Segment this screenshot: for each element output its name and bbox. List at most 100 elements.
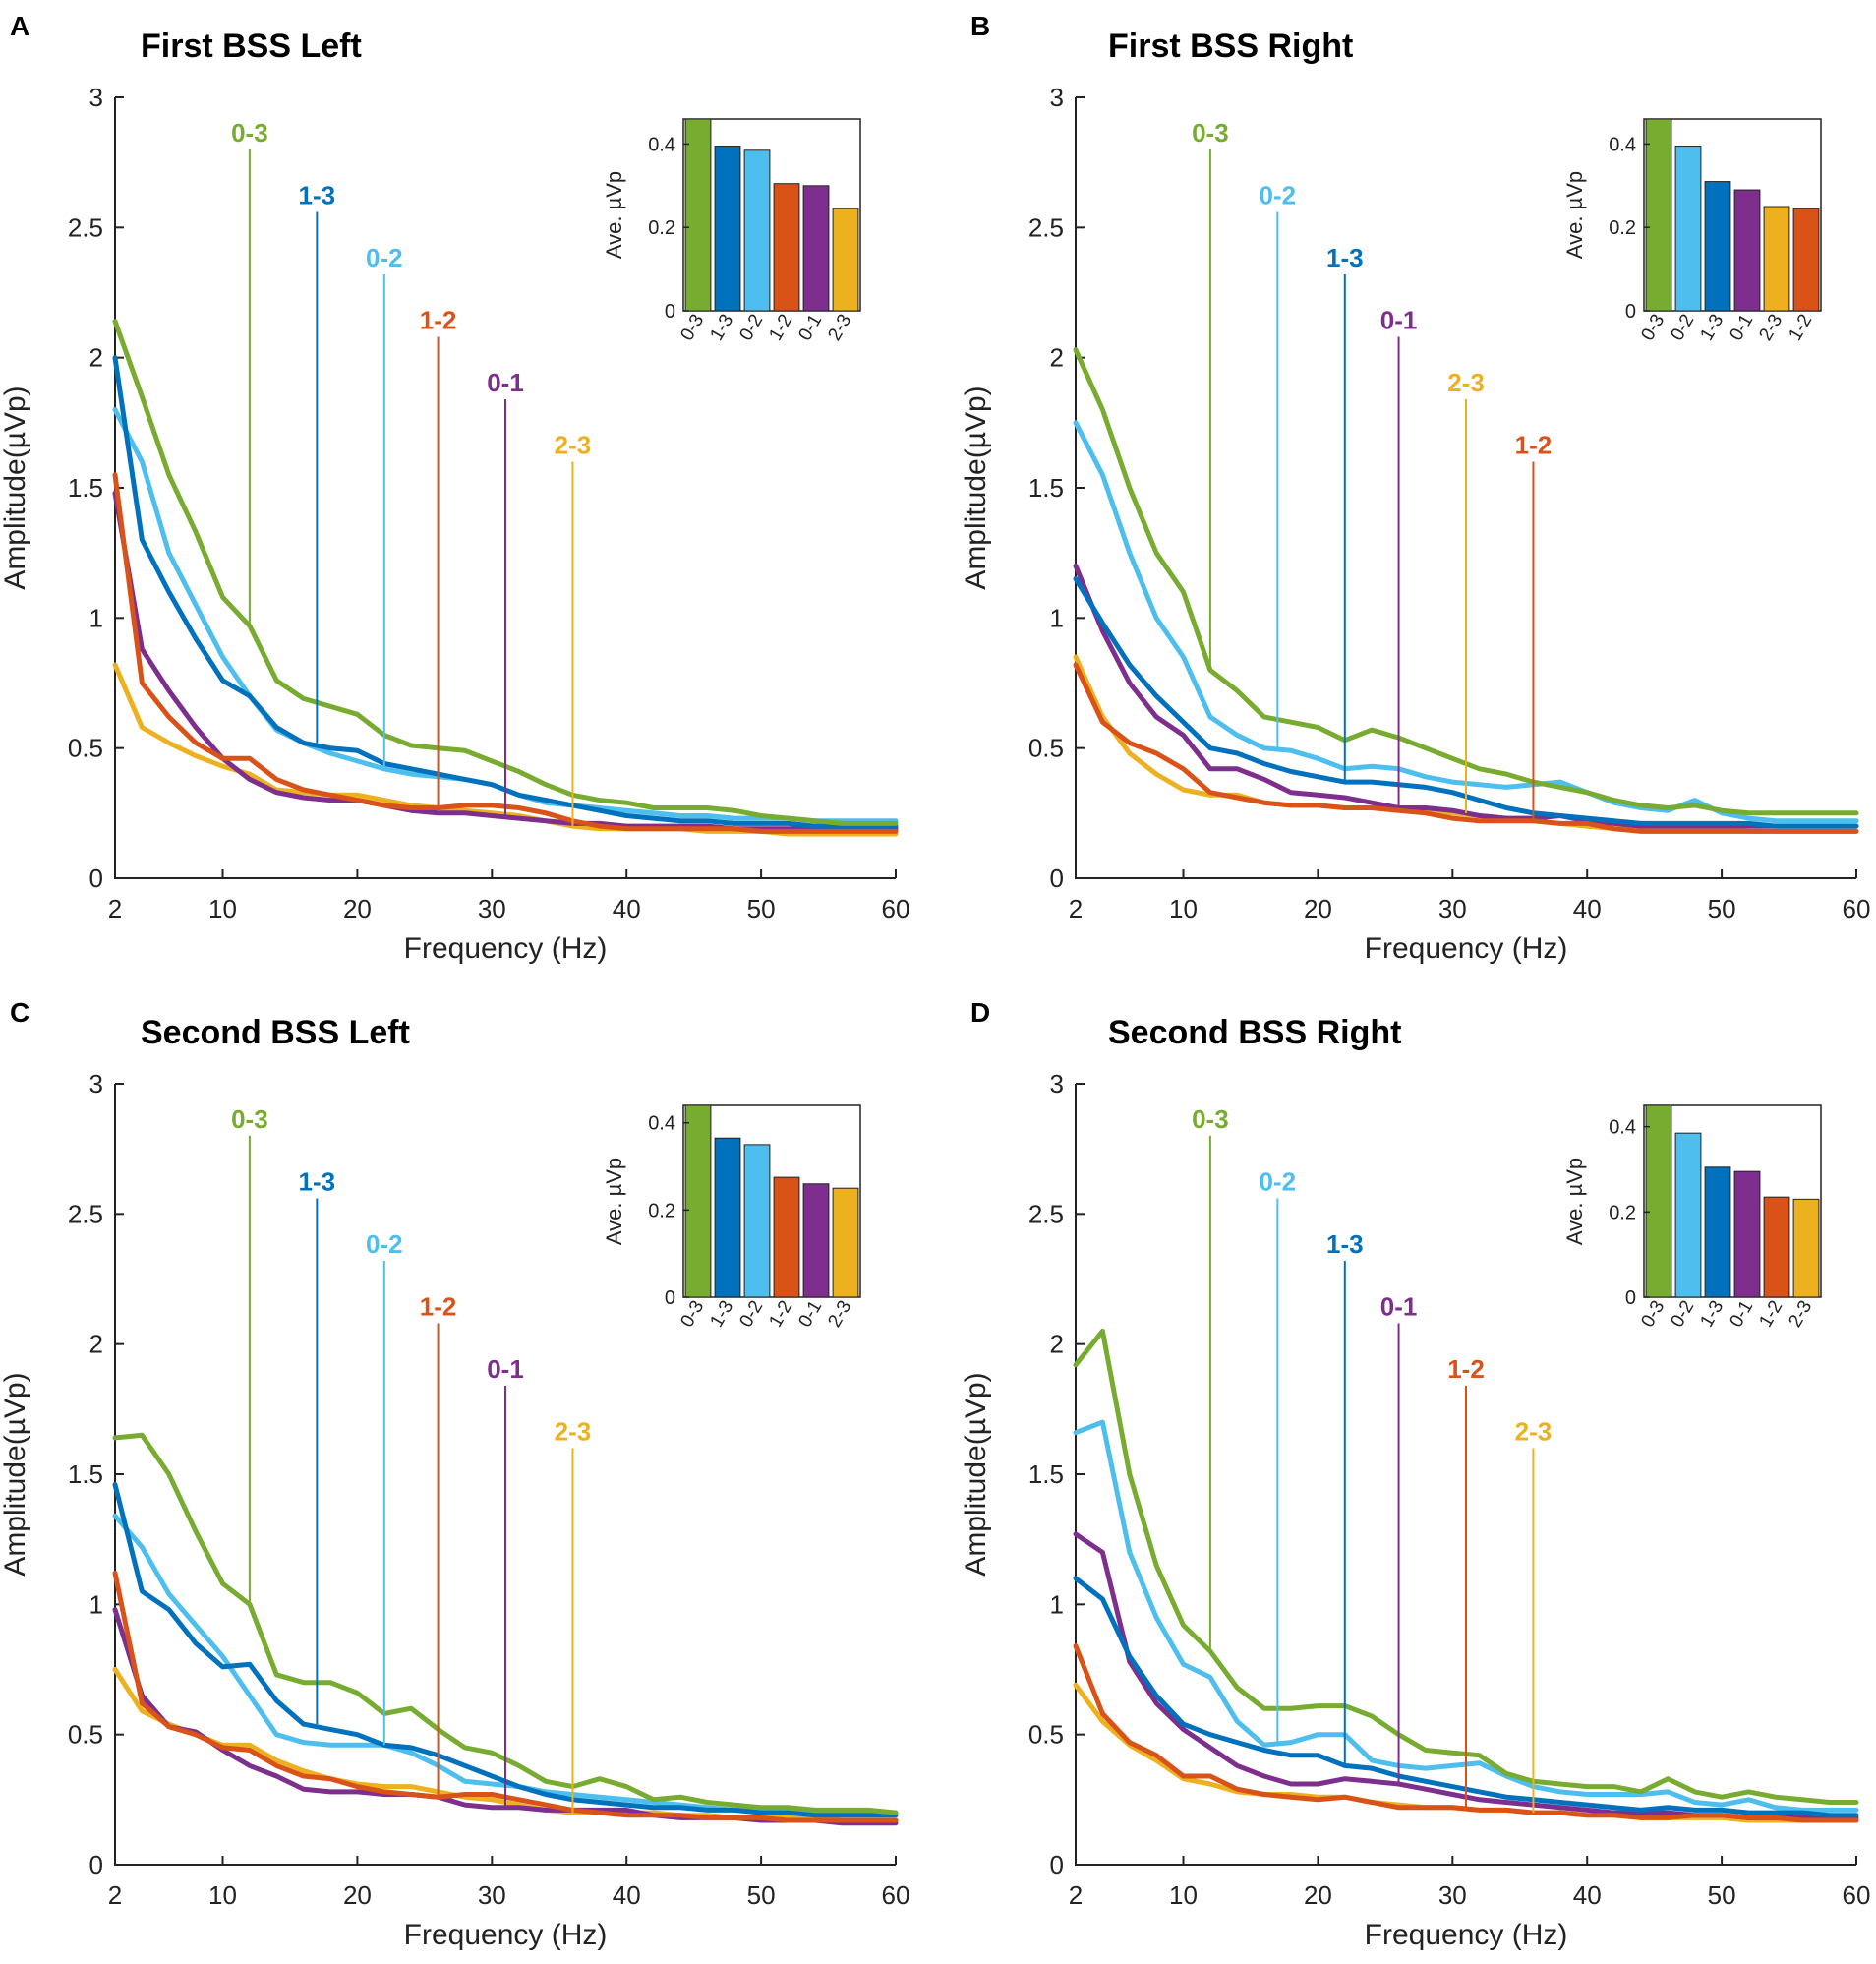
y-tick-label: 0 xyxy=(89,863,103,893)
inset-y-tick-label: 0 xyxy=(1625,301,1636,323)
x-tick-label: 2 xyxy=(108,894,122,923)
inset-y-tick-label: 0.2 xyxy=(1609,1202,1636,1223)
inset-y-tick-label: 0.2 xyxy=(648,1200,675,1221)
inset-bar-2-3 xyxy=(1792,1198,1820,1298)
inset-category-label: 2-3 xyxy=(1785,1297,1816,1331)
x-tick-label: 20 xyxy=(1304,894,1332,923)
inset-category-label: 1-3 xyxy=(1696,311,1728,344)
series-line-1-2 xyxy=(1073,662,1859,834)
y-tick-label: 1 xyxy=(89,603,103,632)
marker-label-0-1: 0-1 xyxy=(487,368,524,397)
inset-category-label: 0-2 xyxy=(1667,1297,1698,1331)
inset-y-tick-label: 0 xyxy=(1625,1287,1636,1309)
inset-bar-0-1 xyxy=(1733,1170,1761,1298)
inset-bar-0-2 xyxy=(1674,146,1702,312)
x-tick-label: 30 xyxy=(478,1880,506,1910)
inset-category-label: 0-1 xyxy=(1726,311,1757,344)
y-tick-label: 1 xyxy=(1050,1589,1064,1619)
marker-label-1-2: 1-2 xyxy=(420,305,457,334)
panel-b: B First BSS Right 0 0.5 1 1.5 2 2.5 3 2 10 20 30 40 50… xyxy=(960,11,1870,965)
inset-category-label: 1-3 xyxy=(706,1297,737,1331)
marker-label-1-2: 1-2 xyxy=(420,1291,457,1321)
inset-category-label: 1-2 xyxy=(765,1297,796,1331)
inset-category-label: 0-3 xyxy=(676,1297,708,1331)
x-axis-title: Frequency (Hz) xyxy=(404,932,608,965)
marker-label-0-1: 0-1 xyxy=(1380,1291,1418,1321)
marker-label-1-2: 1-2 xyxy=(1515,431,1553,460)
y-tick-label: 0.5 xyxy=(1028,1720,1064,1750)
y-tick-label: 0 xyxy=(1050,863,1064,893)
inset-bar-0-3 xyxy=(684,118,712,312)
inset-bar-0-3 xyxy=(1645,118,1672,312)
inset-bar-chart: 0-31-30-21-20-12-3 0 0.2 0.4 Ave. µVp xyxy=(602,1104,861,1331)
x-tick-label: 50 xyxy=(1708,1880,1736,1910)
inset-bar-0-3 xyxy=(1645,1104,1672,1298)
x-tick-label: 50 xyxy=(747,894,776,923)
marker-label-2-3: 2-3 xyxy=(555,431,592,460)
inset-category-label: 0-1 xyxy=(794,311,826,344)
panel-title: Second BSS Left xyxy=(141,1014,410,1051)
y-tick-label: 2.5 xyxy=(68,212,103,242)
inset-bar-1-2 xyxy=(773,1176,800,1298)
marker-label-2-3: 2-3 xyxy=(1515,1417,1553,1447)
marker-label-1-3: 1-3 xyxy=(1326,1229,1364,1259)
panel-c: C Second BSS Left 0 0.5 1 1.5 2 2.5 3 2 10 20 30 40 50… xyxy=(0,997,909,1951)
inset-bar-0-3 xyxy=(684,1104,712,1298)
x-tick-label: 2 xyxy=(1069,894,1083,923)
inset-y-tick-label: 0 xyxy=(665,1287,675,1309)
y-tick-label: 3 xyxy=(89,1069,103,1099)
x-tick-label: 20 xyxy=(343,894,372,923)
x-tick-label: 60 xyxy=(1843,894,1871,923)
y-tick-label: 1.5 xyxy=(1028,473,1064,503)
y-tick-label: 1.5 xyxy=(68,1459,103,1489)
inset-category-label: 1-2 xyxy=(1755,1297,1787,1331)
inset-bar-chart: 0-31-30-21-20-12-3 0 0.2 0.4 Ave. µVp xyxy=(602,118,861,344)
y-tick-label: 0.5 xyxy=(68,734,103,763)
x-tick-label: 2 xyxy=(108,1880,122,1910)
marker-label-0-1: 0-1 xyxy=(1380,305,1418,334)
inset-bar-1-3 xyxy=(1704,1166,1731,1298)
inset-category-label: 1-2 xyxy=(1785,311,1816,344)
inset-category-label: 1-2 xyxy=(765,311,796,344)
inset-y-tick-label: 0.4 xyxy=(1609,134,1636,155)
inset-y-tick-label: 0.4 xyxy=(648,1113,675,1135)
y-tick-label: 0.5 xyxy=(1028,734,1064,763)
marker-label-1-2: 1-2 xyxy=(1447,1354,1485,1384)
inset-y-tick-label: 0 xyxy=(665,301,675,323)
y-tick-label: 2.5 xyxy=(1028,1199,1064,1228)
inset-bar-0-1 xyxy=(802,1183,830,1298)
x-tick-label: 30 xyxy=(1438,894,1467,923)
y-tick-label: 0 xyxy=(89,1850,103,1879)
x-tick-label: 20 xyxy=(1304,1880,1332,1910)
x-axis-title: Frequency (Hz) xyxy=(404,1919,608,1951)
x-tick-label: 2 xyxy=(1069,1880,1083,1910)
panel-title: Second BSS Right xyxy=(1108,1014,1401,1051)
inset-bar-2-3 xyxy=(832,208,859,312)
series-line-0-1 xyxy=(1073,563,1859,829)
marker-label-0-2: 0-2 xyxy=(1260,180,1297,209)
inset-category-label: 2-3 xyxy=(824,1297,855,1331)
marker-label-0-3: 0-3 xyxy=(1192,1104,1229,1134)
panel-title: First BSS Left xyxy=(141,28,362,65)
x-tick-label: 10 xyxy=(208,1880,237,1910)
inset-bar-1-3 xyxy=(1704,181,1731,312)
inset-frame xyxy=(1643,1104,1822,1298)
marker-label-0-2: 0-2 xyxy=(366,1229,403,1259)
panel-a: A First BSS Left 0 0.5 1 1.5 2 2.5 3 2 10 20 30 40 50 6… xyxy=(0,11,909,965)
inset-category-label: 1-3 xyxy=(706,311,737,344)
inset-category-label: 1-3 xyxy=(1696,1297,1728,1331)
x-tick-label: 40 xyxy=(613,894,641,923)
inset-category-label: 0-1 xyxy=(794,1297,826,1331)
x-tick-label: 60 xyxy=(1843,1880,1871,1910)
marker-label-1-3: 1-3 xyxy=(1326,243,1364,272)
y-tick-label: 2 xyxy=(89,343,103,373)
y-tick-label: 2 xyxy=(1050,1330,1064,1359)
inset-bar-chart: 0-30-21-30-12-31-2 0 0.2 0.4 Ave. µVp xyxy=(1562,118,1822,344)
inset-y-axis-title: Ave. µVp xyxy=(602,171,626,259)
inset-bar-1-3 xyxy=(714,146,741,312)
inset-frame xyxy=(682,118,861,312)
inset-y-tick-label: 0.2 xyxy=(1609,217,1636,239)
inset-category-label: 0-2 xyxy=(1667,311,1698,344)
y-tick-label: 3 xyxy=(89,83,103,112)
